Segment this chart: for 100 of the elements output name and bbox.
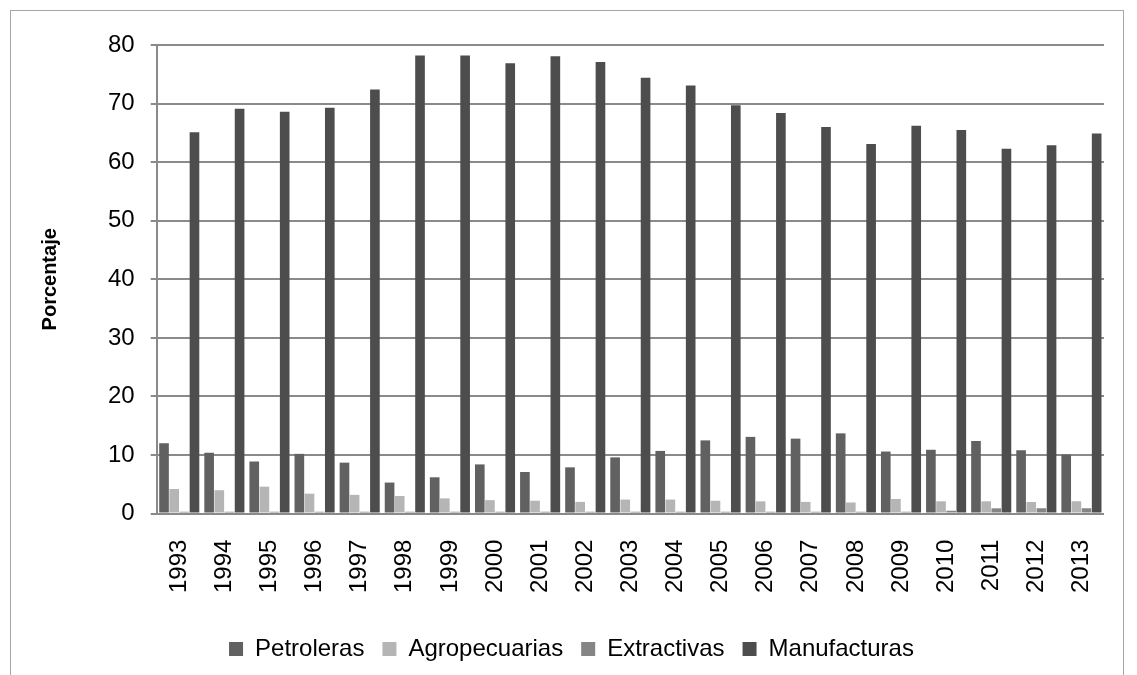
x-tick-label: 1995 <box>254 539 282 593</box>
legend-label: Manufacturas <box>768 633 914 661</box>
x-tick-label: 2004 <box>660 539 688 593</box>
bar <box>159 443 169 513</box>
bar <box>429 477 440 513</box>
bar <box>1061 454 1072 513</box>
x-tick-label: 2012 <box>1020 539 1048 593</box>
bar <box>565 467 575 513</box>
x-tick-label: 2003 <box>614 539 642 593</box>
bar <box>505 63 516 513</box>
bar <box>169 489 179 513</box>
x-tick-label: 2006 <box>750 539 778 593</box>
bar <box>926 449 936 513</box>
bar <box>911 125 922 513</box>
y-tick-label: 20 <box>107 381 135 409</box>
bar <box>415 55 425 513</box>
legend-label: Petroleras <box>255 633 365 661</box>
bar <box>655 450 666 513</box>
y-tick-label: 30 <box>107 322 135 350</box>
bar <box>640 77 651 513</box>
bar <box>891 498 901 513</box>
y-tick-label: 50 <box>107 205 135 233</box>
bar <box>460 55 470 513</box>
bar <box>520 472 530 513</box>
bar <box>1026 501 1037 513</box>
bar <box>835 433 846 513</box>
bar <box>294 453 305 513</box>
bar <box>620 499 631 513</box>
x-tick-label: 2007 <box>795 539 823 593</box>
bar <box>485 500 495 513</box>
bar <box>474 464 485 513</box>
bar <box>936 501 946 513</box>
legend-label: Agropecuarias <box>408 633 564 661</box>
bar <box>384 482 395 513</box>
bar <box>866 143 876 513</box>
x-tick-label: 2009 <box>885 539 913 593</box>
bar <box>530 500 540 513</box>
bar <box>1071 501 1082 513</box>
x-tick-label: 1997 <box>344 539 372 593</box>
bar <box>981 501 991 513</box>
x-tick-label: 2010 <box>930 539 958 593</box>
bar <box>189 132 200 513</box>
y-tick-label: 0 <box>121 498 135 526</box>
x-tick-label: 1998 <box>389 539 417 593</box>
x-tick-label: 1996 <box>299 539 327 593</box>
bar <box>846 502 856 513</box>
x-tick-label: 1993 <box>163 539 191 593</box>
bar <box>595 61 606 513</box>
bar <box>279 111 290 513</box>
bar <box>991 508 1002 513</box>
bar <box>259 486 270 513</box>
bar <box>745 436 756 513</box>
x-tick-label: 2002 <box>569 539 597 593</box>
bar <box>1046 145 1057 513</box>
bar <box>440 498 450 513</box>
bar <box>685 85 696 513</box>
x-tick-label: 2011 <box>975 539 1003 592</box>
bar <box>665 499 676 513</box>
bar <box>800 501 811 513</box>
x-tick-label: 2001 <box>524 539 552 593</box>
bar <box>1091 133 1102 513</box>
bar <box>755 501 766 513</box>
bar <box>394 496 405 513</box>
bar <box>610 457 620 513</box>
bar <box>234 108 245 513</box>
bar <box>1036 508 1047 513</box>
y-tick-label: 80 <box>107 29 135 57</box>
bar <box>370 89 380 513</box>
y-tick-label: 60 <box>107 146 135 174</box>
y-tick-label: 10 <box>107 439 135 467</box>
bar <box>956 129 967 513</box>
bar <box>324 107 335 513</box>
y-tick-label: 70 <box>107 88 135 116</box>
legend-label: Extractivas <box>607 633 725 661</box>
bar <box>1001 148 1012 513</box>
bar <box>971 440 981 513</box>
x-tick-label: 1994 <box>208 539 236 593</box>
bar <box>730 105 741 513</box>
bar <box>821 127 831 513</box>
bar <box>304 493 315 513</box>
x-tick-label: 2013 <box>1066 539 1094 593</box>
bar <box>204 452 214 513</box>
x-tick-label: 2008 <box>840 539 868 593</box>
bar <box>249 461 260 513</box>
bar <box>880 451 891 513</box>
bar <box>214 490 225 513</box>
x-tick-label: 2000 <box>479 539 507 593</box>
bar <box>790 438 801 513</box>
bar <box>550 56 561 513</box>
y-tick-label: 40 <box>107 263 135 291</box>
y-axis-title: Porcentaje <box>37 228 60 331</box>
x-tick-label: 1999 <box>434 539 462 593</box>
bar <box>339 462 350 513</box>
bar <box>349 494 360 513</box>
bar <box>710 500 721 513</box>
x-tick-label: 2005 <box>705 539 733 593</box>
bar <box>575 501 585 513</box>
bar <box>1081 508 1092 513</box>
bar <box>700 440 711 513</box>
bar <box>776 112 786 513</box>
